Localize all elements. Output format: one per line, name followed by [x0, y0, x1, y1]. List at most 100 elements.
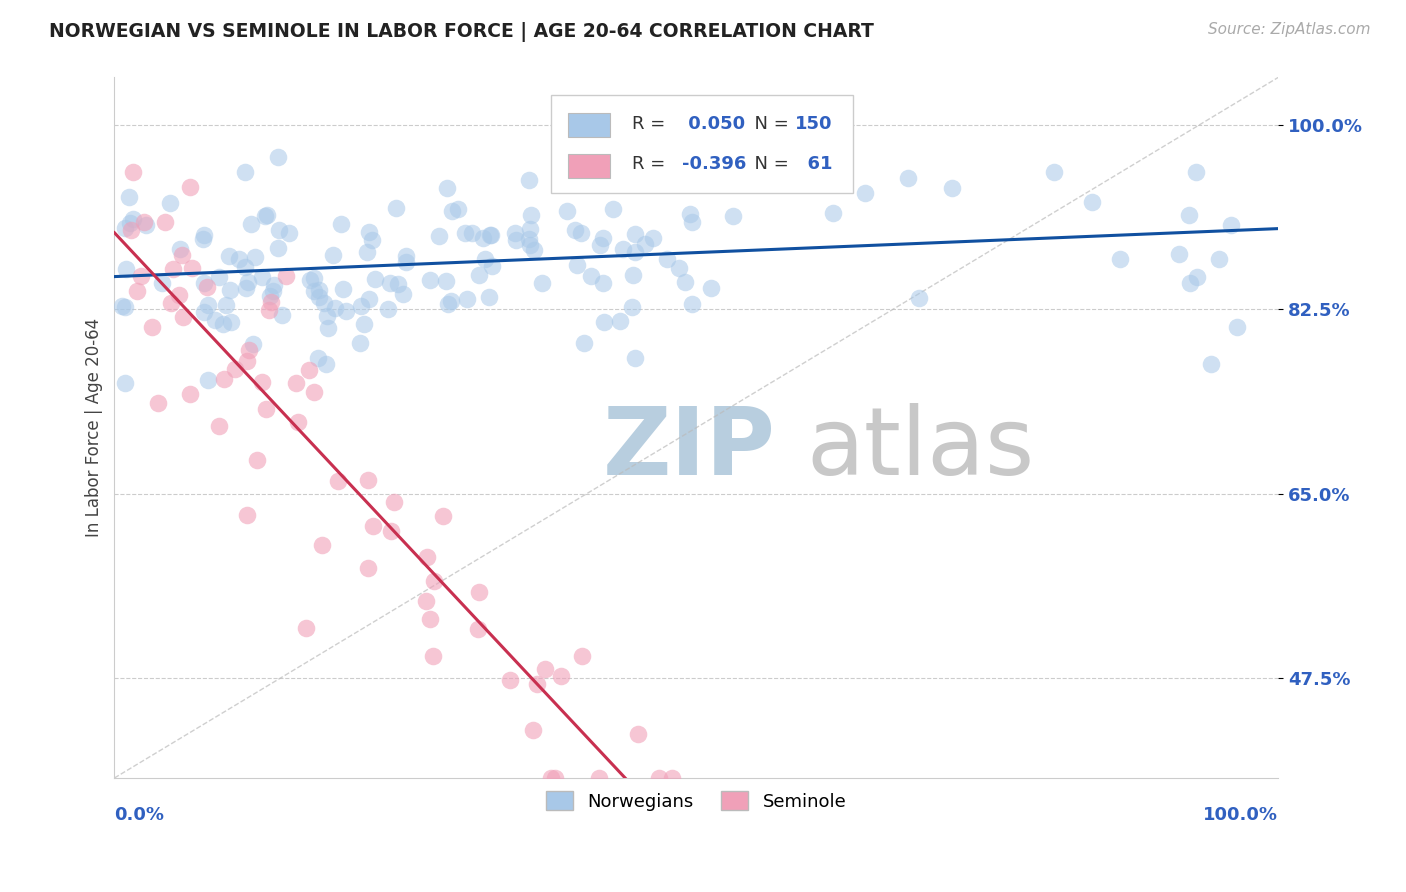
Point [253, 209, 276, 223]
Y-axis label: In Labor Force | Age 20-64: In Labor Force | Age 20-64 [86, 318, 103, 537]
Text: Source: ZipAtlas.com: Source: ZipAtlas.com [1208, 22, 1371, 37]
Point [481, 259, 503, 273]
Point [440, 203, 463, 218]
Point [681, 215, 703, 229]
Point [540, 771, 562, 785]
Point [207, 269, 229, 284]
Point [478, 227, 501, 242]
Point [235, 281, 257, 295]
Point [197, 373, 219, 387]
Point [589, 238, 612, 252]
Point [897, 171, 920, 186]
Point [723, 209, 745, 223]
Point [329, 218, 352, 232]
Point [385, 202, 408, 216]
Point [260, 294, 283, 309]
Point [661, 771, 683, 785]
Point [256, 208, 278, 222]
Point [224, 361, 246, 376]
Point [315, 309, 337, 323]
Point [274, 269, 297, 284]
Point [218, 249, 240, 263]
Point [152, 276, 174, 290]
Point [240, 217, 263, 231]
Point [700, 281, 723, 295]
Point [437, 297, 460, 311]
Text: N =: N = [742, 115, 794, 133]
Point [316, 321, 339, 335]
Point [228, 252, 250, 266]
Point [468, 585, 491, 599]
Point [357, 561, 380, 575]
Point [432, 508, 454, 523]
Point [679, 207, 702, 221]
Point [267, 241, 290, 255]
Point [624, 351, 647, 365]
Point [219, 283, 242, 297]
Point [323, 301, 346, 315]
Point [159, 196, 181, 211]
Point [941, 181, 963, 195]
Point [259, 289, 281, 303]
Point [114, 262, 136, 277]
Text: N =: N = [742, 155, 794, 173]
Point [297, 362, 319, 376]
Point [1185, 269, 1208, 284]
Point [356, 244, 378, 259]
Point [1208, 252, 1230, 266]
Point [634, 236, 657, 251]
FancyBboxPatch shape [551, 95, 853, 193]
Point [447, 202, 470, 216]
Text: R =: R = [633, 115, 671, 133]
Point [377, 301, 399, 316]
Point [602, 202, 624, 216]
Point [592, 230, 614, 244]
Point [315, 357, 337, 371]
Point [162, 262, 184, 277]
Point [499, 673, 522, 687]
Point [302, 271, 325, 285]
Point [359, 292, 381, 306]
Point [657, 252, 679, 266]
Point [472, 231, 495, 245]
Point [422, 649, 444, 664]
Point [361, 233, 384, 247]
Point [588, 771, 610, 785]
Point [357, 473, 380, 487]
Point [1220, 218, 1243, 232]
Point [821, 206, 844, 220]
Point [284, 376, 307, 391]
Point [172, 310, 194, 325]
Text: -0.396: -0.396 [682, 155, 747, 173]
Point [195, 279, 218, 293]
Point [853, 186, 876, 200]
Point [419, 612, 441, 626]
Point [298, 273, 321, 287]
Text: atlas: atlas [807, 403, 1035, 495]
Point [479, 227, 502, 242]
Point [349, 335, 371, 350]
Point [208, 419, 231, 434]
Point [572, 335, 595, 350]
Point [423, 574, 446, 588]
Point [311, 538, 333, 552]
Legend: Norwegians, Seminole: Norwegians, Seminole [538, 784, 853, 818]
Point [191, 232, 214, 246]
Point [335, 303, 357, 318]
Point [641, 231, 664, 245]
Point [197, 298, 219, 312]
Point [612, 242, 634, 256]
Text: 0.0%: 0.0% [114, 806, 165, 824]
Point [353, 317, 375, 331]
Point [302, 285, 325, 299]
Point [810, 145, 832, 159]
Point [1042, 165, 1064, 179]
Point [427, 228, 450, 243]
Point [204, 313, 226, 327]
Point [250, 375, 273, 389]
Point [135, 218, 157, 232]
Point [467, 623, 489, 637]
Point [302, 385, 325, 400]
Point [620, 300, 643, 314]
Point [519, 222, 541, 236]
